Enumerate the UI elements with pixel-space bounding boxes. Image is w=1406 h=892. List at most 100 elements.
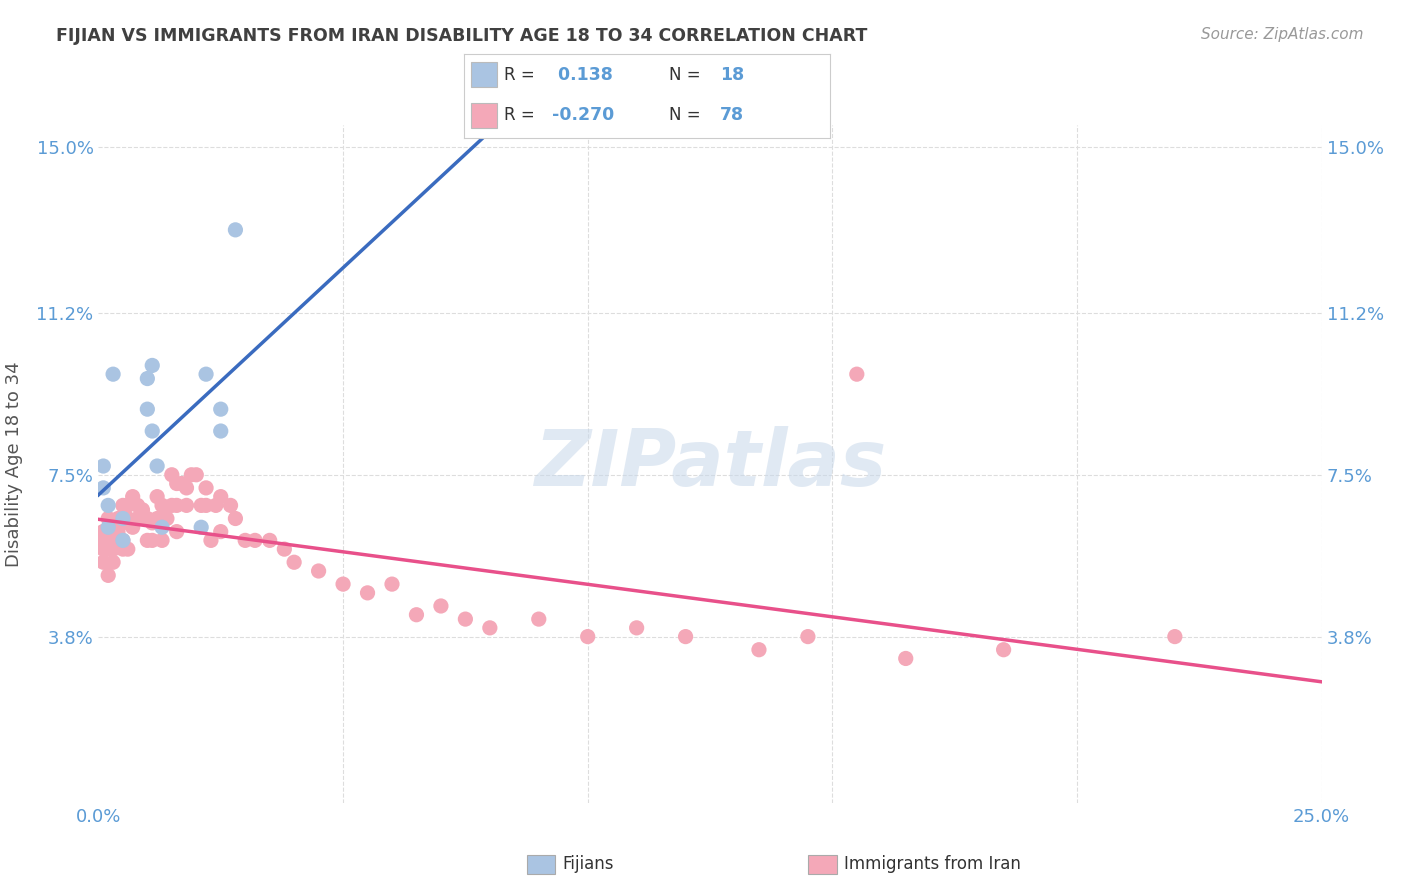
Point [993, 642, 1015, 657]
Point [797, 630, 820, 644]
Text: FIJIAN VS IMMIGRANTS FROM IRAN DISABILITY AGE 18 TO 34 CORRELATION CHART: FIJIAN VS IMMIGRANTS FROM IRAN DISABILIT… [56, 27, 868, 45]
Point [146, 511, 169, 525]
Point [224, 511, 246, 525]
Point [166, 499, 188, 513]
Text: N =: N = [669, 106, 706, 124]
Point [141, 359, 163, 373]
Point [243, 533, 266, 548]
Point [111, 499, 134, 513]
Point [209, 402, 232, 417]
Point [170, 476, 193, 491]
Point [150, 520, 173, 534]
Point [107, 533, 129, 548]
Point [381, 577, 404, 591]
Point [91, 458, 114, 473]
Point [894, 651, 917, 665]
Point [176, 481, 198, 495]
Text: R =: R = [505, 106, 540, 124]
Point [111, 516, 134, 530]
Point [209, 490, 232, 504]
Point [117, 511, 139, 525]
Text: ZIPatlas: ZIPatlas [534, 425, 886, 502]
Point [111, 542, 134, 557]
Point [675, 630, 697, 644]
Point [845, 367, 868, 381]
Point [195, 367, 218, 381]
Point [160, 467, 183, 482]
Point [97, 542, 120, 557]
Y-axis label: Disability Age 18 to 34: Disability Age 18 to 34 [4, 361, 22, 566]
Point [136, 533, 159, 548]
Text: N =: N = [669, 66, 706, 84]
Point [160, 499, 183, 513]
Point [186, 467, 208, 482]
Point [156, 511, 179, 525]
Point [146, 490, 169, 504]
Point [626, 621, 648, 635]
Point [273, 542, 295, 557]
Point [121, 490, 143, 504]
Point [107, 511, 129, 525]
Point [283, 555, 305, 569]
Text: Immigrants from Iran: Immigrants from Iran [844, 855, 1021, 873]
Point [190, 520, 212, 534]
Point [1164, 630, 1187, 644]
Point [91, 542, 114, 557]
Point [91, 524, 114, 539]
Point [405, 607, 427, 622]
Point [101, 542, 124, 557]
Bar [471, 62, 496, 87]
Point [101, 367, 124, 381]
Text: 78: 78 [720, 106, 744, 124]
Point [478, 621, 501, 635]
Point [91, 555, 114, 569]
Point [748, 642, 770, 657]
Point [141, 516, 163, 530]
Point [87, 533, 110, 548]
Text: R =: R = [505, 66, 540, 84]
Point [527, 612, 550, 626]
Point [111, 511, 134, 525]
Point [127, 511, 149, 525]
Point [107, 524, 129, 539]
Point [150, 499, 173, 513]
Point [101, 555, 124, 569]
Point [136, 511, 159, 525]
Point [111, 533, 134, 548]
Point [117, 499, 139, 513]
Point [91, 524, 114, 539]
Text: 0.138: 0.138 [551, 66, 613, 84]
Text: Source: ZipAtlas.com: Source: ZipAtlas.com [1201, 27, 1364, 42]
Point [176, 499, 198, 513]
Text: 18: 18 [720, 66, 744, 84]
Point [146, 458, 169, 473]
Point [166, 476, 188, 491]
Point [117, 542, 139, 557]
Point [180, 467, 202, 482]
Point [259, 533, 281, 548]
Point [150, 533, 173, 548]
Point [97, 499, 120, 513]
Point [91, 481, 114, 495]
Point [200, 533, 222, 548]
Point [195, 481, 218, 495]
Text: -0.270: -0.270 [551, 106, 614, 124]
Point [308, 564, 330, 578]
Point [97, 533, 120, 548]
Point [454, 612, 477, 626]
Point [205, 499, 228, 513]
Point [190, 499, 212, 513]
Point [136, 402, 159, 417]
Text: Fijians: Fijians [562, 855, 614, 873]
Point [332, 577, 354, 591]
Point [127, 499, 149, 513]
Bar [471, 103, 496, 128]
Point [209, 424, 232, 438]
Point [233, 533, 256, 548]
Point [101, 524, 124, 539]
Point [97, 511, 120, 525]
Point [224, 223, 246, 237]
Point [356, 586, 378, 600]
Point [166, 524, 188, 539]
Point [219, 499, 242, 513]
